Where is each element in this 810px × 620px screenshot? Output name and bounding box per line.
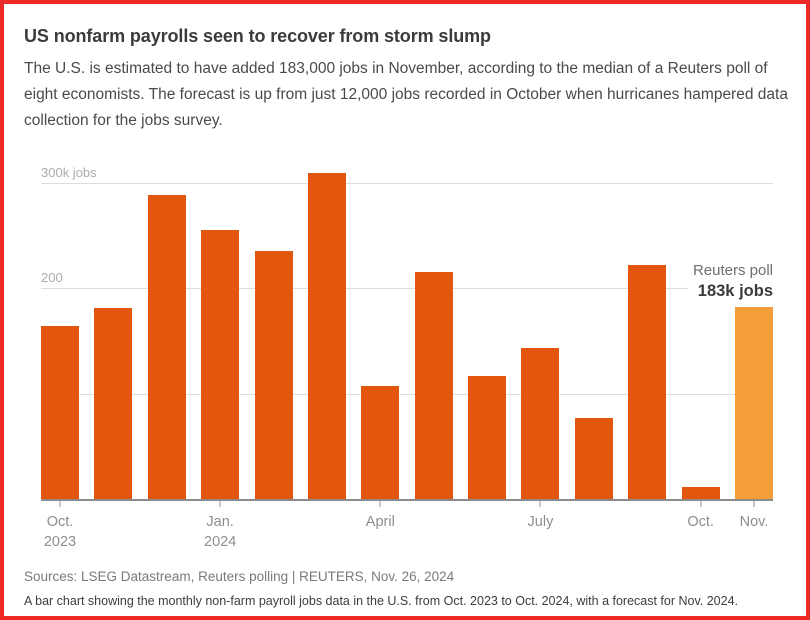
bar-may-2024 bbox=[414, 272, 453, 500]
gridline-200 bbox=[41, 288, 773, 290]
bar-jul-2024 bbox=[521, 348, 560, 500]
bar-oct-2024 bbox=[681, 487, 720, 500]
bar-jun-2024 bbox=[468, 375, 506, 500]
forecast-annotation-label: Reuters poll bbox=[692, 262, 773, 279]
x-axis: Oct. 2023 Jan. 2024 April July Oct. Nov. bbox=[41, 500, 773, 552]
x-tick-july bbox=[539, 501, 542, 507]
bar-chart: 100200300k jobs Reuters poll 183k jobs O… bbox=[41, 165, 806, 552]
bar-dec-2023 bbox=[147, 194, 186, 500]
x-tick-oct-2023 bbox=[59, 501, 61, 507]
header: US nonfarm payrolls seen to recover from… bbox=[4, 26, 806, 134]
x-axis-line bbox=[41, 499, 773, 501]
footer: Sources: LSEG Datastream, Reuters pollin… bbox=[4, 568, 806, 609]
page-title: US nonfarm payrolls seen to recover from… bbox=[24, 26, 491, 46]
gridline-100 bbox=[41, 393, 773, 395]
forecast-annotation-value: 183k jobs bbox=[697, 282, 773, 300]
bar-nov-2024-forecast bbox=[734, 307, 773, 500]
bar-feb-2024 bbox=[254, 251, 293, 500]
page-subtitle: The U.S. is estimated to have added 183,… bbox=[24, 60, 788, 129]
x-tick-jan-2024 bbox=[219, 501, 222, 507]
bar-apr-2024 bbox=[361, 386, 400, 500]
bar-oct-2023 bbox=[41, 326, 79, 500]
gridline-300 bbox=[41, 182, 773, 184]
x-tick-april bbox=[379, 501, 382, 507]
x-axis-label-nov: Nov. bbox=[739, 514, 769, 530]
forecast-annotation: Reuters poll 183k jobs bbox=[687, 261, 773, 302]
y-axis-label-300: 300k jobs bbox=[41, 164, 97, 180]
x-axis-label-jan-2024: Jan. 2024 bbox=[204, 514, 237, 550]
bar-mar-2024 bbox=[307, 173, 346, 500]
x-axis-label-april: April bbox=[365, 514, 395, 530]
chart-alt-text: A bar chart showing the monthly non-farm… bbox=[24, 594, 739, 608]
bars bbox=[41, 165, 773, 500]
bar-aug-2024 bbox=[574, 417, 613, 500]
bar-nov-2023 bbox=[94, 308, 133, 500]
x-axis-label-july: July bbox=[527, 514, 554, 530]
source-attribution: Sources: LSEG Datastream, Reuters pollin… bbox=[24, 569, 455, 584]
x-axis-label-oct: Oct. bbox=[687, 514, 714, 530]
y-axis-label-200: 200 bbox=[41, 270, 63, 286]
bar-jan-2024 bbox=[201, 230, 240, 500]
x-tick-oct bbox=[699, 501, 702, 507]
x-axis-label-oct-2023: Oct. 2023 bbox=[43, 514, 77, 550]
plot-area: 100200300k jobs Reuters poll 183k jobs bbox=[41, 164, 773, 501]
bar-sep-2024 bbox=[628, 265, 667, 500]
x-tick-nov bbox=[753, 501, 755, 507]
